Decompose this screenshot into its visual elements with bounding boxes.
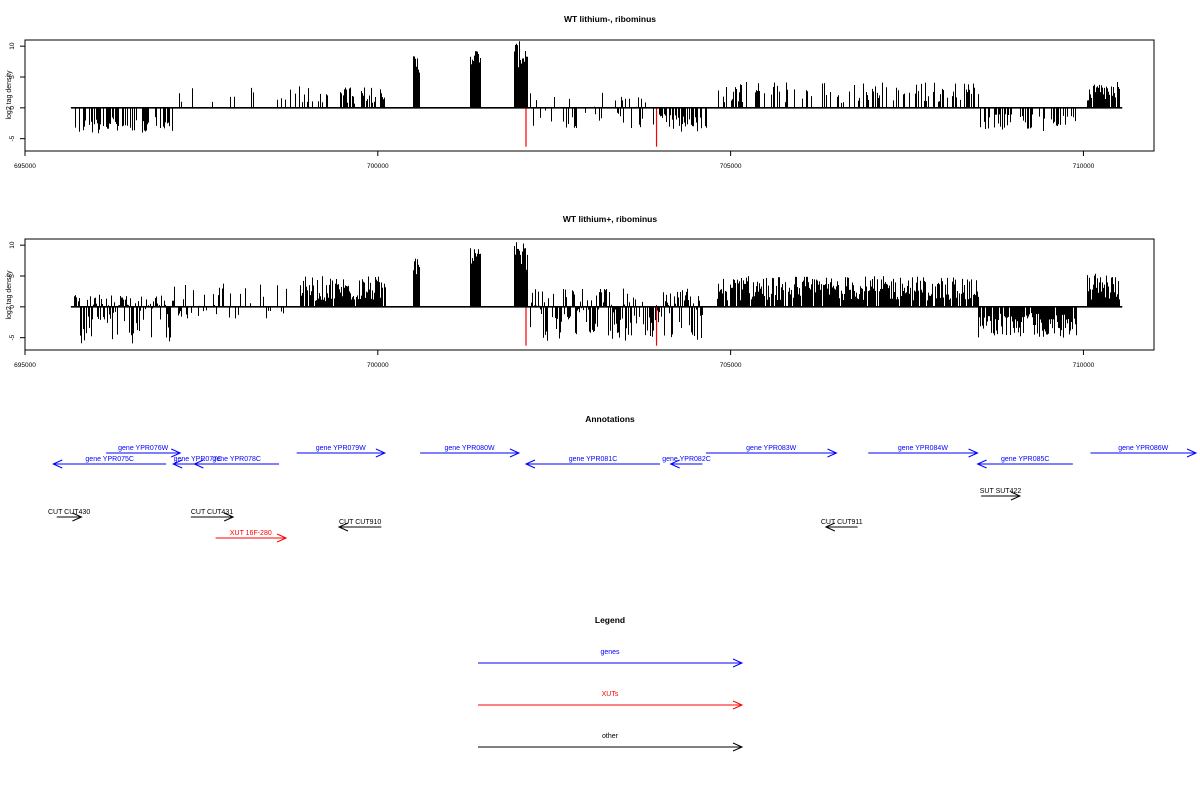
feature-arrowhead [1010, 491, 1022, 501]
axis-ticks: 695000 700000 705000 710000 -5 0 5 10 [9, 241, 1095, 369]
annotation-feature: gene YPR081C [524, 456, 661, 469]
x-tick-label: 705000 [720, 362, 742, 369]
x-tick-label: 695000 [14, 163, 36, 170]
panel-title: WT lithium+, ribominus [563, 214, 657, 224]
annotation-feature: gene YPR080W [420, 445, 521, 458]
feature-label: gene YPR082C [662, 456, 711, 463]
feature-arrowhead [193, 459, 204, 469]
annotation-feature: gene YPR082C [662, 456, 711, 469]
annotation-feature: CUT CUT911 [821, 519, 863, 532]
feature-arrowhead [223, 512, 235, 522]
annotation-feature: CUT CUT910 [337, 519, 381, 532]
feature-arrowhead [337, 522, 349, 532]
legend-arrowhead [732, 658, 744, 668]
legend-items: genes XUTs other [478, 649, 744, 752]
legend-title: Legend [595, 615, 625, 625]
feature-arrowhead [51, 459, 63, 469]
axis-ticks: 695000 700000 705000 710000 -5 0 5 10 [9, 42, 1095, 170]
legend-label: other [602, 733, 619, 740]
annotation-feature: gene YPR086W [1090, 445, 1198, 458]
legend-item: XUTs [478, 691, 744, 710]
panel-title: WT lithium-, ribominus [564, 14, 656, 24]
annotation-feature: CUT CUT430 [48, 509, 90, 522]
feature-label: gene YPR080W [445, 445, 495, 452]
x-tick-label: 710000 [1073, 163, 1095, 170]
density-bars [70, 41, 1123, 147]
feature-arrowhead [171, 448, 182, 458]
track-panel-lithium-plus: WT lithium+, ribominus log2 tag density … [6, 214, 1155, 369]
legend-item: other [478, 733, 744, 752]
y-tick-label: -5 [9, 135, 16, 141]
annotation-feature: gene YPR075C [51, 456, 167, 469]
annotation-feature: gene YPR078C [193, 456, 280, 469]
legend-label: XUTs [602, 691, 619, 698]
y-tick-label: -5 [9, 334, 16, 340]
feature-label: CUT CUT910 [339, 519, 381, 526]
x-tick-label: 695000 [14, 362, 36, 369]
feature-label: gene YPR083W [746, 445, 796, 452]
feature-label: SUT SUT422 [980, 488, 1022, 495]
density-bars [70, 242, 1123, 346]
x-tick-label: 705000 [720, 163, 742, 170]
feature-label: gene YPR076W [118, 445, 168, 452]
feature-label: CUT CUT431 [191, 509, 233, 516]
annotations-panel: Annotations gene YPR076W gene YPR075C gene… [48, 414, 1198, 543]
feature-label: gene YPR081C [569, 456, 618, 463]
feature-arrowhead [72, 512, 83, 522]
feature-arrowhead [827, 448, 838, 458]
feature-arrowhead [524, 459, 536, 469]
feature-arrowhead [968, 448, 979, 458]
x-tick-label: 710000 [1073, 362, 1095, 369]
y-tick-label: 10 [9, 241, 16, 249]
feature-arrowhead [1186, 448, 1198, 458]
feature-arrowhead [171, 459, 183, 469]
feature-arrowhead [824, 522, 836, 532]
feature-label: gene YPR077C [174, 456, 223, 463]
x-tick-label: 700000 [367, 362, 389, 369]
feature-arrowhead [669, 459, 680, 469]
feature-label: XUT 16F-280 [230, 530, 272, 537]
legend: Legend genes XUTs other [478, 615, 744, 752]
y-tick-label: 0 [9, 305, 16, 309]
feature-label: gene YPR079W [316, 445, 366, 452]
annotation-feature: gene YPR084W [868, 445, 979, 458]
y-axis-label: log2 tag density [6, 270, 13, 320]
legend-arrowhead [732, 700, 744, 710]
annotation-feature: gene YPR083W [705, 445, 838, 458]
y-tick-label: 0 [9, 106, 16, 110]
feature-label: CUT CUT430 [48, 509, 90, 516]
annotation-feature: gene YPR085C [976, 456, 1073, 469]
feature-label: gene YPR086W [1118, 445, 1168, 452]
annotation-feature: gene YPR076W [106, 445, 182, 458]
y-tick-label: 5 [9, 274, 16, 278]
y-axis-label: log2 tag density [6, 70, 13, 120]
annotation-feature: XUT 16F-280 [215, 530, 288, 543]
legend-arrowhead [732, 742, 744, 752]
annotations-title: Annotations [585, 414, 635, 424]
feature-arrowhead [375, 448, 387, 458]
plot-frame [24, 238, 1155, 351]
feature-arrowhead [276, 533, 288, 543]
annotation-feature: gene YPR079W [296, 445, 387, 458]
plot-frame [24, 39, 1155, 152]
legend-label: genes [600, 649, 620, 656]
y-tick-label: 5 [9, 75, 16, 79]
annotation-feature: CUT CUT431 [190, 509, 235, 522]
annotation-feature: SUT SUT422 [980, 488, 1022, 501]
feature-label: gene YPR085C [1001, 456, 1050, 463]
x-tick-label: 700000 [367, 163, 389, 170]
legend-item: genes [478, 649, 744, 668]
feature-label: gene YPR075C [85, 456, 134, 463]
feature-label: CUT CUT911 [821, 519, 863, 526]
feature-arrowhead [976, 459, 987, 469]
feature-label: gene YPR078C [212, 456, 261, 463]
feature-arrowhead [509, 448, 521, 458]
track-panel-lithium-minus: WT lithium-, ribominus log2 tag density … [6, 14, 1155, 170]
y-tick-label: 10 [9, 42, 16, 50]
feature-label: gene YPR084W [898, 445, 948, 452]
